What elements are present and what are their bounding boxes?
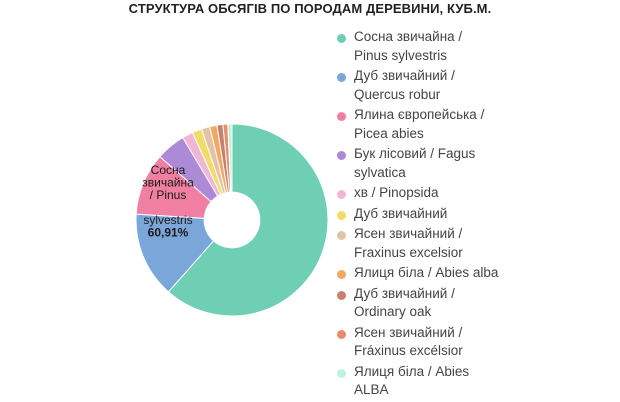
legend-item-5[interactable]: хв / Pinopsida (337, 184, 617, 203)
slice-label-line: Сосна (151, 163, 186, 177)
legend-label-line: Ялина європейська / (354, 107, 485, 122)
chart-legend: Сосна звичайна / Pinus sylvestris Дуб звич… (337, 28, 617, 402)
legend-swatch (337, 231, 346, 240)
legend-swatch (337, 34, 346, 43)
pie-slice-11[interactable] (227, 123, 233, 193)
legend-swatch (337, 368, 346, 378)
slice-label-line: sylvestris (143, 213, 192, 227)
legend-label: Ялиця біла / Abies ALBA (354, 363, 469, 400)
legend-item-1[interactable]: Сосна звичайна / Pinus sylvestris (337, 28, 617, 65)
legend-label-line: Ялиця біла / Abies (354, 363, 470, 379)
legend-item-3[interactable]: Ялина європейська / Picea abies (337, 106, 617, 143)
legend-item-6[interactable]: Дуб звичайний (337, 205, 617, 224)
legend-label-line: Picea abies (354, 125, 424, 141)
legend-label: Бук лісовий / Fagus sylvatica (354, 145, 475, 182)
legend-label-line: Бук лісовий / Fagus (354, 146, 476, 161)
legend-item-2[interactable]: Дуб звичайний / Quercus robur (337, 67, 617, 104)
pie-slice-2[interactable] (135, 213, 215, 293)
legend-label-line: Ясен звичайний / (354, 324, 463, 340)
legend-label-line: Ялиця біла / Abies alba (354, 265, 499, 280)
slice-value-label: 60,91% (148, 226, 189, 240)
legend-swatch (337, 112, 346, 121)
legend-label-line: Сосна звичайна / (354, 29, 463, 44)
legend-label-line: Дуб звичайний / (354, 68, 455, 83)
legend-label-line: Fráxinus excélsior (354, 343, 463, 358)
legend-swatch (337, 73, 346, 82)
legend-label-line: Ordinary oak (354, 304, 432, 319)
legend-label: Дуб звичайний (354, 205, 447, 224)
legend-swatch (337, 290, 346, 300)
legend-label: Дуб звичайний / Quercus robur (354, 67, 455, 104)
legend-label-line: Pinus sylvestris (354, 47, 448, 63)
slice-label-line: / Pinus (150, 188, 187, 202)
legend-label: Сосна звичайна / Pinus sylvestris (354, 28, 462, 65)
legend-swatch (337, 270, 346, 279)
legend-swatch (337, 210, 346, 220)
slice-label-line: звичайна (142, 176, 194, 190)
legend-label: Ялиця біла / Abies alba (354, 264, 498, 283)
legend-item-8[interactable]: Ялиця біла / Abies alba (337, 264, 617, 283)
legend-item-11[interactable]: Ялиця біла / Abies ALBA (337, 363, 617, 400)
legend-label-line: хв / Pinopsida (354, 185, 439, 200)
legend-item-9[interactable]: Дуб звичайний / Ordinary oak (337, 285, 617, 322)
legend-label-line: Ясен звичайний / (354, 226, 463, 241)
legend-label-line: sylvatica (354, 164, 406, 180)
legend-label-line: Fraxinus excelsior (354, 244, 463, 260)
legend-label: Ясен звичайний / Fráxinus excélsior (354, 324, 463, 361)
legend-label: Ялина європейська / Picea abies (354, 106, 484, 143)
legend-label: Дуб звичайний / Ordinary oak (354, 285, 455, 322)
legend-swatch (337, 151, 346, 160)
legend-item-4[interactable]: Бук лісовий / Fagus sylvatica (337, 145, 617, 182)
pie-slice-1[interactable] (167, 123, 329, 317)
legend-label: хв / Pinopsida (354, 184, 438, 203)
legend-item-10[interactable]: Ясен звичайний / Fráxinus excélsior (337, 324, 617, 361)
legend-label-line: Дуб звичайний (354, 205, 448, 221)
chart-title: СТРУКТУРА ОБСЯГІВ ПО ПОРОДАМ ДЕРЕВИНИ, К… (128, 1, 492, 16)
legend-label-line: Дуб звичайний / (354, 285, 455, 301)
legend-swatch (337, 329, 346, 339)
legend-swatch (337, 190, 346, 199)
legend-item-7[interactable]: Ясен звичайний / Fraxinus excelsior (337, 225, 617, 262)
legend-label-line: Quercus robur (354, 86, 441, 102)
legend-label-line: ALBA (354, 382, 389, 397)
legend-label: Ясен звичайний / Fraxinus excelsior (354, 225, 463, 262)
